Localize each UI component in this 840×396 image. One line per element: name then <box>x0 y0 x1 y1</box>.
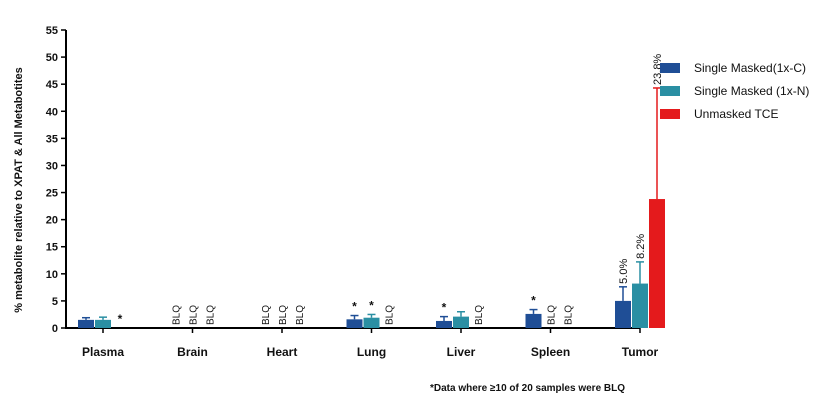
blq-label: BLQ <box>564 305 575 325</box>
legend-swatch <box>660 86 680 96</box>
significance-marker: * <box>442 301 447 315</box>
significance-marker: * <box>369 298 374 312</box>
blq-label: BLQ <box>189 305 200 325</box>
significance-marker: * <box>118 312 123 326</box>
value-label: 8.2% <box>635 234 647 259</box>
axes: 0 5 10 15 20 25 30 35 40 45 50 55 Plasma Brain Heart Lu… <box>46 25 659 359</box>
x-tick-label: Heart <box>267 345 298 359</box>
blq-label: BLQ <box>206 305 217 325</box>
x-tick-label: Spleen <box>531 345 570 359</box>
y-tick-label: 30 <box>46 160 58 172</box>
y-tick-label: 10 <box>46 269 58 281</box>
y-axis-label: % metabolite relative to XPAT & All Meta… <box>13 67 25 313</box>
footnote: *Data where ≥10 of 20 samples were BLQ <box>430 383 626 394</box>
legend-item: Unmasked TCE <box>660 103 809 125</box>
blq-label: BLQ <box>172 305 183 325</box>
significance-marker: * <box>352 300 357 314</box>
bars <box>78 87 665 328</box>
y-tick-label: 20 <box>46 215 58 227</box>
y-tick-label: 50 <box>46 52 58 64</box>
y-tick-label: 25 <box>46 188 58 200</box>
bar <box>615 300 631 328</box>
bar <box>78 319 94 328</box>
legend: Single Masked(1x-C) Single Masked (1x-N)… <box>660 57 809 126</box>
legend-item: Single Masked(1x-C) <box>660 57 809 79</box>
legend-swatch <box>660 63 680 73</box>
x-tick-label: Brain <box>177 345 208 359</box>
legend-label: Single Masked (1x-N) <box>694 84 810 98</box>
bar <box>95 319 111 328</box>
x-tick-label: Liver <box>447 345 476 359</box>
x-tick-label: Tumor <box>622 345 659 359</box>
y-tick-label: 45 <box>46 79 58 91</box>
legend-item: Single Masked (1x-N) <box>660 80 809 102</box>
y-tick-label: 5 <box>52 296 58 308</box>
legend-label: Single Masked(1x-C) <box>694 61 807 75</box>
x-tick-label: Plasma <box>82 345 124 359</box>
bar <box>453 316 469 328</box>
bar <box>363 317 380 328</box>
bar <box>632 283 648 328</box>
bar <box>346 319 363 328</box>
blq-label: BLQ <box>474 305 485 325</box>
legend-label: Unmasked TCE <box>694 107 779 121</box>
legend-swatch <box>660 109 680 119</box>
bar <box>649 199 665 328</box>
bar <box>525 313 542 328</box>
y-tick-label: 55 <box>46 25 58 37</box>
blq-label: BLQ <box>261 305 272 325</box>
y-tick-label: 15 <box>46 242 58 254</box>
y-tick-label: 40 <box>46 106 58 118</box>
bar <box>436 320 452 328</box>
value-label: 23.8% <box>652 54 664 85</box>
x-tick-label: Lung <box>357 345 386 359</box>
y-tick-label: 35 <box>46 133 58 145</box>
blq-label: BLQ <box>385 305 396 325</box>
blq-label: BLQ <box>547 305 558 325</box>
blq-label: BLQ <box>295 305 306 325</box>
y-tick-label: 0 <box>52 323 58 335</box>
value-label: 5.0% <box>618 259 630 284</box>
annotations: BLQ BLQ * * * 5.0% BLQ BLQ * BLQ 8.2% * BLQ BLQ BLQ BLQ… <box>118 54 664 326</box>
blq-label: BLQ <box>278 305 289 325</box>
significance-marker: * <box>531 294 536 308</box>
